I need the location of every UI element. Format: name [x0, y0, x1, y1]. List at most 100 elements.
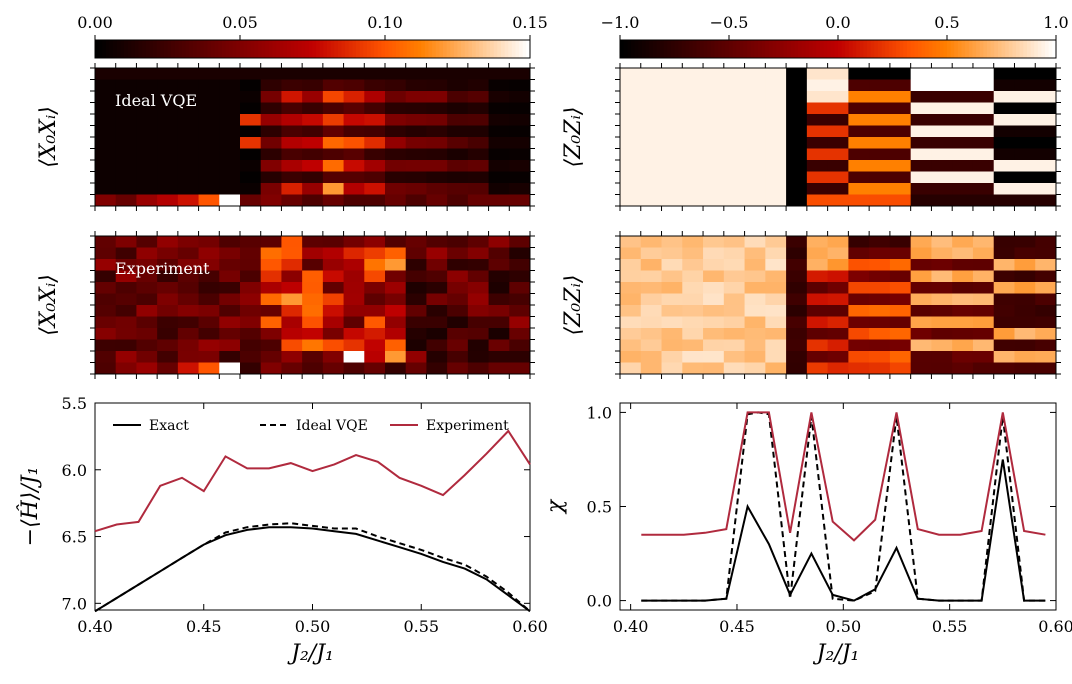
- xx-ideal-cell: [385, 68, 407, 80]
- xx-ideal-cell: [509, 137, 531, 149]
- xx-ideal-cell: [281, 79, 303, 92]
- zz-colorbar-swatch: [1019, 40, 1024, 58]
- zz-ideal-cell: [620, 160, 642, 172]
- xx-ideal-cell: [343, 183, 365, 195]
- zz-ideal-cell: [786, 79, 808, 92]
- xx-colorbar-swatch: [508, 40, 513, 58]
- zz-experiment-cell: [744, 328, 766, 340]
- xx-experiment-cell: [177, 293, 200, 306]
- zz-experiment-cell: [1035, 316, 1057, 329]
- xx-colorbar-swatch: [298, 40, 303, 58]
- zz-experiment-cell: [952, 236, 974, 248]
- zz-ideal-cell: [972, 183, 995, 195]
- xx-experiment-cell: [95, 282, 117, 294]
- zz-experiment-cell: [640, 282, 663, 294]
- zz-experiment-cell: [786, 339, 808, 352]
- zz-experiment-cell: [827, 328, 849, 340]
- zz-ideal-cell: [786, 171, 808, 184]
- xx-ideal-cell: [509, 194, 531, 207]
- zz-ideal-cell: [786, 160, 808, 172]
- xx-experiment-cell: [198, 236, 220, 248]
- xx-experiment-cell: [488, 316, 510, 329]
- xx-experiment-cell: [95, 293, 117, 306]
- zz-ideal-cell: [640, 114, 663, 126]
- zz-colorbar-swatch: [634, 40, 639, 58]
- xx-experiment-cell: [426, 236, 448, 248]
- xx-ideal-cell: [198, 171, 220, 184]
- xx-ideal-cell: [302, 79, 324, 92]
- xx-experiment-cell: [322, 351, 345, 363]
- xx-colorbar-swatch: [421, 40, 426, 58]
- zz-experiment-cell: [889, 259, 912, 271]
- xx-experiment-cell: [240, 282, 262, 294]
- zz-experiment-cell: [620, 362, 642, 375]
- xx-experiment-cell: [281, 351, 303, 363]
- zz-colorbar-swatch: [1048, 40, 1053, 58]
- zz-ideal-cell: [765, 102, 787, 115]
- zz-experiment-cell: [620, 270, 642, 283]
- zz-experiment-cell: [661, 305, 683, 317]
- chi-xtick-label: 0.60: [1038, 617, 1072, 636]
- xx-experiment-cell: [405, 236, 427, 248]
- zz-experiment-cell: [931, 247, 953, 260]
- xx-experiment-cell: [426, 328, 448, 340]
- zz-ideal-cell: [723, 79, 746, 92]
- zz-colorbar-swatch: [863, 40, 868, 58]
- xx-experiment-cell: [302, 293, 324, 306]
- xx-ideal-cell: [302, 194, 324, 207]
- zz-ideal-cell: [765, 79, 787, 92]
- xx-ideal-cell: [136, 160, 158, 172]
- xx-ideal-cell: [405, 125, 427, 138]
- xx-ideal-cell: [447, 148, 469, 161]
- zz-ideal-cell: [889, 160, 912, 172]
- zz-experiment-cell: [703, 328, 725, 340]
- zz-experiment-cell: [723, 282, 746, 294]
- xx-experiment-cell: [157, 259, 179, 271]
- xx-ideal-cell: [240, 79, 262, 92]
- zz-experiment-cell: [786, 328, 808, 340]
- zz-ideal-cell: [723, 171, 746, 184]
- xx-experiment-cell: [95, 259, 117, 271]
- zz-ideal-cell: [889, 183, 912, 195]
- xx-ideal-cell: [95, 68, 117, 80]
- zz-colorbar-swatch: [816, 40, 821, 58]
- zz-experiment-cell: [806, 351, 829, 363]
- zz-experiment-cell: [972, 339, 995, 352]
- xx-colorbar-swatch: [138, 40, 143, 58]
- xx-ideal-cell: [95, 102, 117, 115]
- zz-ideal-cell: [1035, 125, 1057, 138]
- xx-colorbar-swatch: [330, 40, 335, 58]
- zz-experiment-cell: [703, 293, 725, 306]
- xx-colorbar-swatch: [185, 40, 190, 58]
- zz-ideal-cell: [723, 114, 746, 126]
- xx-colorbar-swatch: [163, 40, 169, 58]
- xx-experiment-cell: [198, 305, 220, 317]
- xx-experiment-cell: [509, 339, 531, 352]
- zz-ideal-cell: [993, 194, 1015, 207]
- xx-ideal-cell: [302, 160, 324, 172]
- xx-ideal-cell: [281, 148, 303, 161]
- zz-experiment-cell: [910, 270, 932, 283]
- xx-experiment-cell: [426, 362, 448, 375]
- zz-experiment-cell: [993, 247, 1015, 260]
- xx-experiment-cell: [177, 316, 200, 329]
- xx-ideal-cell: [95, 114, 117, 126]
- xx-ideal-cell: [95, 160, 117, 172]
- xx-ideal-cell: [219, 125, 241, 138]
- zz-colorbar-swatch: [907, 40, 912, 58]
- zz-experiment-cell: [682, 270, 704, 283]
- xx-experiment-cell: [136, 328, 158, 340]
- xx-experiment-cell: [447, 293, 469, 306]
- zz-ideal-cell: [786, 125, 808, 138]
- zz-experiment-cell: [869, 247, 891, 260]
- zz-experiment-cell: [993, 316, 1015, 329]
- zz-ideal-cell: [703, 148, 725, 161]
- xx-ideal-cell: [136, 194, 158, 207]
- zz-experiment-cell: [703, 236, 725, 248]
- xx-ideal-cell: [322, 102, 345, 115]
- xx-experiment-cell: [364, 305, 386, 317]
- zz-colorbar-swatch: [979, 40, 984, 58]
- zz-ideal-cell: [848, 160, 870, 172]
- xx-experiment-cell: [177, 305, 200, 317]
- xx-colorbar-swatch: [490, 40, 495, 58]
